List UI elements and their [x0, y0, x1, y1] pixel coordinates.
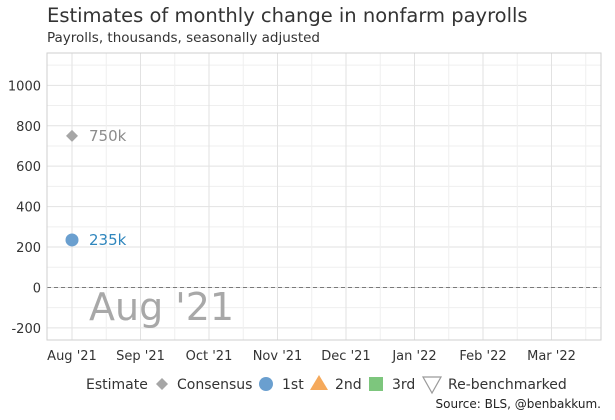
x-tick-label: Jan '22: [391, 349, 436, 364]
legend: Estimate Consensus 1st 2nd 3rd Re-benchmarked: [86, 375, 567, 395]
legend-square-icon: [369, 377, 383, 391]
legend-label: 2nd: [335, 377, 362, 393]
legend-label: 3rd: [392, 377, 415, 393]
x-tick-label: Feb '22: [459, 349, 506, 364]
legend-label: Re-benchmarked: [448, 377, 567, 393]
y-axis: -200 0 200 400 600 800 1000: [8, 79, 41, 337]
x-tick-label: Nov '21: [253, 349, 303, 364]
data-points: 750k 235k: [65, 127, 127, 249]
chart-subtitle: Payrolls, thousands, seasonally adjusted: [47, 30, 321, 46]
legend-triangle-icon: [310, 375, 328, 390]
legend-open-triangle-icon: [421, 376, 443, 395]
legend-title: Estimate: [86, 377, 148, 393]
grid-lines: [47, 53, 601, 340]
legend-label: 1st: [282, 377, 304, 393]
legend-diamond-icon: [156, 378, 168, 390]
y-tick-label: 200: [16, 241, 41, 256]
x-tick-label: Sep '21: [116, 349, 165, 364]
plot-frame: [46, 52, 602, 341]
y-tick-label: 800: [16, 120, 41, 135]
consensus-point: [66, 129, 78, 142]
y-tick-label: -200: [11, 322, 41, 337]
y-tick-label: 1000: [8, 79, 41, 94]
x-tick-label: Mar '22: [527, 349, 576, 364]
first-estimate-point: [65, 233, 79, 247]
point-value-label: 750k: [89, 127, 127, 145]
legend-label: Consensus: [177, 377, 252, 393]
y-tick-label: 400: [16, 201, 41, 216]
source-note: Source: BLS, @benbakkum.: [435, 397, 601, 411]
x-tick-label: Dec '21: [321, 349, 370, 364]
month-overlay-label: Aug '21: [89, 285, 234, 329]
x-axis: Aug '21 Sep '21 Oct '21 Nov '21 Dec '21 Jan '…: [47, 349, 576, 364]
y-tick-label: 600: [16, 160, 41, 175]
legend-circle-icon: [259, 377, 273, 391]
y-tick-label: 0: [33, 281, 41, 296]
chart-title: Estimates of monthly change in nonfarm p…: [47, 4, 528, 27]
point-value-label: 235k: [89, 231, 127, 249]
x-tick-label: Aug '21: [47, 349, 97, 364]
x-tick-label: Oct '21: [186, 349, 233, 364]
